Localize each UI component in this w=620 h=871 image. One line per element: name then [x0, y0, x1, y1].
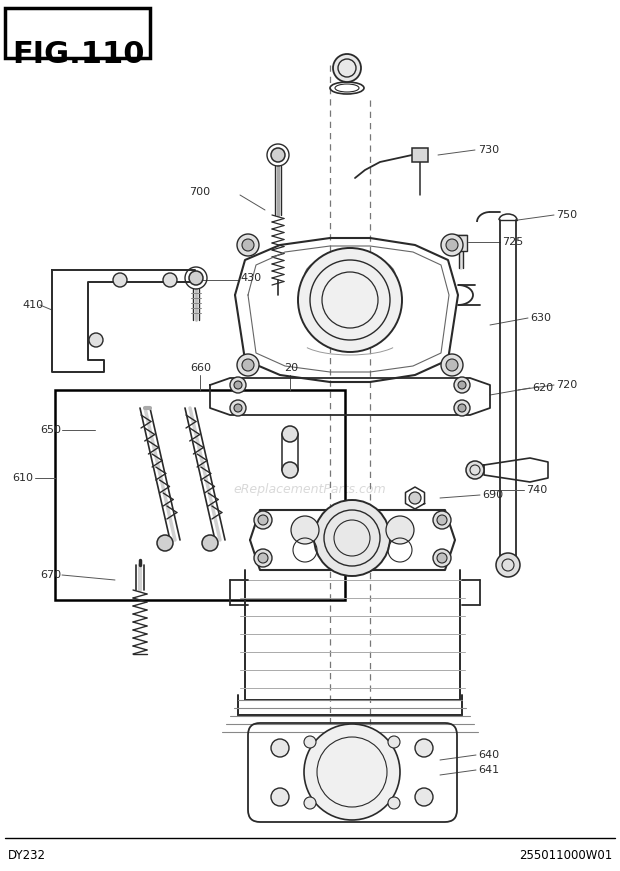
Circle shape [254, 511, 272, 529]
Circle shape [458, 404, 466, 412]
Bar [5, 8, 150, 58]
Circle shape [254, 549, 272, 567]
Circle shape [113, 273, 127, 287]
Circle shape [242, 239, 254, 251]
Text: 430: 430 [240, 273, 261, 283]
Text: FIG.110: FIG.110 [12, 40, 144, 69]
Circle shape [454, 377, 470, 393]
Circle shape [304, 736, 316, 748]
Circle shape [386, 516, 414, 544]
Circle shape [237, 354, 259, 376]
Bar [455, 235, 467, 251]
Circle shape [271, 739, 289, 757]
Text: 750: 750 [556, 210, 577, 220]
Text: 641: 641 [478, 765, 499, 775]
Bar [412, 148, 428, 162]
Text: eReplacementParts.com: eReplacementParts.com [234, 483, 386, 496]
Text: 700: 700 [189, 187, 210, 197]
Circle shape [441, 354, 463, 376]
Text: 640: 640 [478, 750, 499, 760]
Text: 720: 720 [556, 380, 577, 390]
Text: 20: 20 [284, 363, 298, 373]
Text: 650: 650 [40, 425, 61, 435]
Circle shape [189, 271, 203, 285]
Circle shape [242, 359, 254, 371]
Circle shape [89, 333, 103, 347]
Text: 730: 730 [478, 145, 499, 155]
Circle shape [458, 381, 466, 389]
Text: 410: 410 [22, 300, 43, 310]
Circle shape [441, 234, 463, 256]
Circle shape [282, 426, 298, 442]
Text: DY232: DY232 [8, 848, 46, 861]
Circle shape [433, 549, 451, 567]
Circle shape [304, 724, 400, 820]
Circle shape [496, 553, 520, 577]
Text: 670: 670 [40, 570, 61, 580]
Circle shape [234, 381, 242, 389]
Circle shape [202, 535, 218, 551]
Circle shape [157, 535, 173, 551]
Text: 690: 690 [482, 490, 503, 500]
Circle shape [230, 377, 246, 393]
Circle shape [446, 359, 458, 371]
Circle shape [271, 788, 289, 806]
Circle shape [258, 553, 268, 563]
Bar [55, 390, 345, 600]
Circle shape [282, 462, 298, 478]
Text: 620: 620 [532, 383, 553, 393]
Circle shape [433, 511, 451, 529]
Circle shape [298, 248, 402, 352]
Circle shape [314, 500, 390, 576]
Circle shape [409, 492, 421, 504]
Text: 740: 740 [526, 485, 547, 495]
Text: 255011000W01: 255011000W01 [519, 848, 612, 861]
Circle shape [333, 54, 361, 82]
Circle shape [258, 515, 268, 525]
Circle shape [271, 148, 285, 162]
Text: 630: 630 [530, 313, 551, 323]
Circle shape [234, 404, 242, 412]
Circle shape [437, 515, 447, 525]
Circle shape [437, 553, 447, 563]
Circle shape [454, 400, 470, 416]
Text: 725: 725 [502, 237, 523, 247]
Circle shape [230, 400, 246, 416]
Text: 610: 610 [12, 473, 33, 483]
Circle shape [446, 239, 458, 251]
Circle shape [415, 788, 433, 806]
Circle shape [388, 797, 400, 809]
Circle shape [237, 234, 259, 256]
Text: 660: 660 [190, 363, 211, 373]
Circle shape [388, 736, 400, 748]
Circle shape [304, 797, 316, 809]
Circle shape [291, 516, 319, 544]
Circle shape [415, 739, 433, 757]
Circle shape [163, 273, 177, 287]
Circle shape [466, 461, 484, 479]
